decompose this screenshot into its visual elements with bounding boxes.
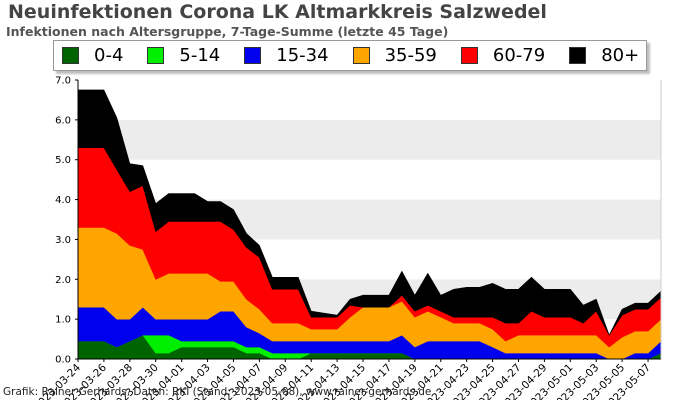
grid-band bbox=[78, 159, 661, 200]
grid-band bbox=[78, 119, 661, 160]
source-credit: Grafik: Rainer Gerhards, Daten: RKI (Sta… bbox=[3, 386, 432, 398]
y-tick-label: 5.0 bbox=[55, 155, 71, 166]
area-series bbox=[77, 89, 662, 360]
legend-swatch bbox=[569, 47, 587, 64]
legend-item-35-59: 35-59 bbox=[352, 45, 437, 66]
legend-swatch bbox=[352, 47, 370, 64]
y-tick-label: 4.0 bbox=[55, 195, 71, 206]
y-tick-label: 2.0 bbox=[55, 275, 71, 286]
y-tick-labels: 0.0 1.0 2.0 3.0 4.0 5.0 6.0 7.0 bbox=[55, 76, 78, 366]
legend-item-60-79: 60-79 bbox=[460, 45, 546, 66]
axes bbox=[77, 80, 662, 360]
legend-swatch bbox=[147, 47, 165, 64]
y-tick-label: 6.0 bbox=[55, 115, 71, 126]
legend-swatch bbox=[460, 47, 478, 64]
chart-subtitle: Infektionen nach Altersgruppe, 7-Tage-Su… bbox=[6, 24, 449, 39]
legend-label: 15-34 bbox=[276, 45, 329, 66]
legend-swatch bbox=[62, 47, 79, 64]
y-tick-label: 7.0 bbox=[55, 76, 71, 87]
y-tick-label: 3.0 bbox=[55, 235, 71, 246]
legend: 0-4 5-14 15-34 35-59 60-79 80+ bbox=[53, 40, 647, 71]
legend-swatch bbox=[244, 47, 262, 64]
legend-label: 5-14 bbox=[179, 45, 221, 66]
legend-label: 60-79 bbox=[492, 45, 546, 66]
legend-label: 80+ bbox=[601, 45, 640, 66]
legend-item-0-4: 0-4 bbox=[62, 45, 123, 66]
legend-item-80+: 80+ bbox=[569, 45, 639, 66]
grid-band bbox=[78, 80, 661, 120]
legend-item-15-34: 15-34 bbox=[244, 45, 329, 66]
legend-label: 0-4 bbox=[94, 45, 124, 66]
y-tick-label: 0.0 bbox=[55, 355, 71, 366]
y-tick-label: 1.0 bbox=[55, 315, 71, 326]
chart-title: Neuinfektionen Corona LK Altmarkkreis Sa… bbox=[8, 1, 547, 23]
legend-label: 35-59 bbox=[384, 45, 437, 66]
legend-item-5-14: 5-14 bbox=[147, 45, 220, 66]
